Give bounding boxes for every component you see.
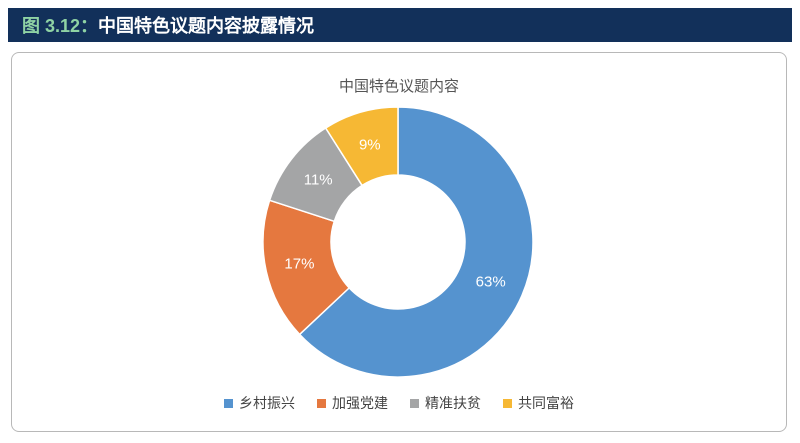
figure-title: 中国特色议题内容披露情况 — [98, 16, 315, 37]
chart-title: 中国特色议题内容 — [338, 77, 459, 95]
legend-swatch — [503, 398, 512, 408]
chart-legend: 乡村振兴 加强党建 精准扶贫 共同富裕 — [12, 393, 786, 413]
donut-slice-label-4: 9% — [359, 137, 381, 154]
donut-slice-label-1: 63% — [476, 274, 506, 291]
figure-number: 图 3.12： — [22, 16, 99, 36]
donut-slice-label-3: 11% — [304, 172, 333, 189]
legend-item-3: 精准扶贫 — [410, 393, 481, 413]
legend-item-4: 共同富裕 — [503, 393, 574, 413]
donut-slice-1 — [298, 106, 534, 378]
legend-label: 共同富裕 — [518, 396, 574, 412]
legend-label: 乡村振兴 — [239, 396, 295, 412]
legend-item-1: 乡村振兴 — [224, 393, 295, 413]
legend-item-2: 加强党建 — [317, 393, 388, 413]
donut-chart: 63% 17% 11% 9% — [262, 106, 534, 378]
donut-slice-4 — [324, 106, 399, 187]
legend-label: 加强党建 — [332, 396, 388, 412]
chart-panel: 中国特色议题内容 63% 17% 11% 9% 乡村振兴 加强党建 精准扶贫 共同富裕 — [11, 52, 787, 432]
legend-label: 精准扶贫 — [425, 396, 481, 412]
legend-swatch — [410, 398, 419, 408]
legend-swatch — [317, 398, 326, 408]
donut-slice-label-2: 17% — [284, 256, 314, 273]
figure-header: 图 3.12： 中国特色议题内容披露情况 — [8, 8, 792, 42]
legend-swatch — [224, 398, 233, 408]
